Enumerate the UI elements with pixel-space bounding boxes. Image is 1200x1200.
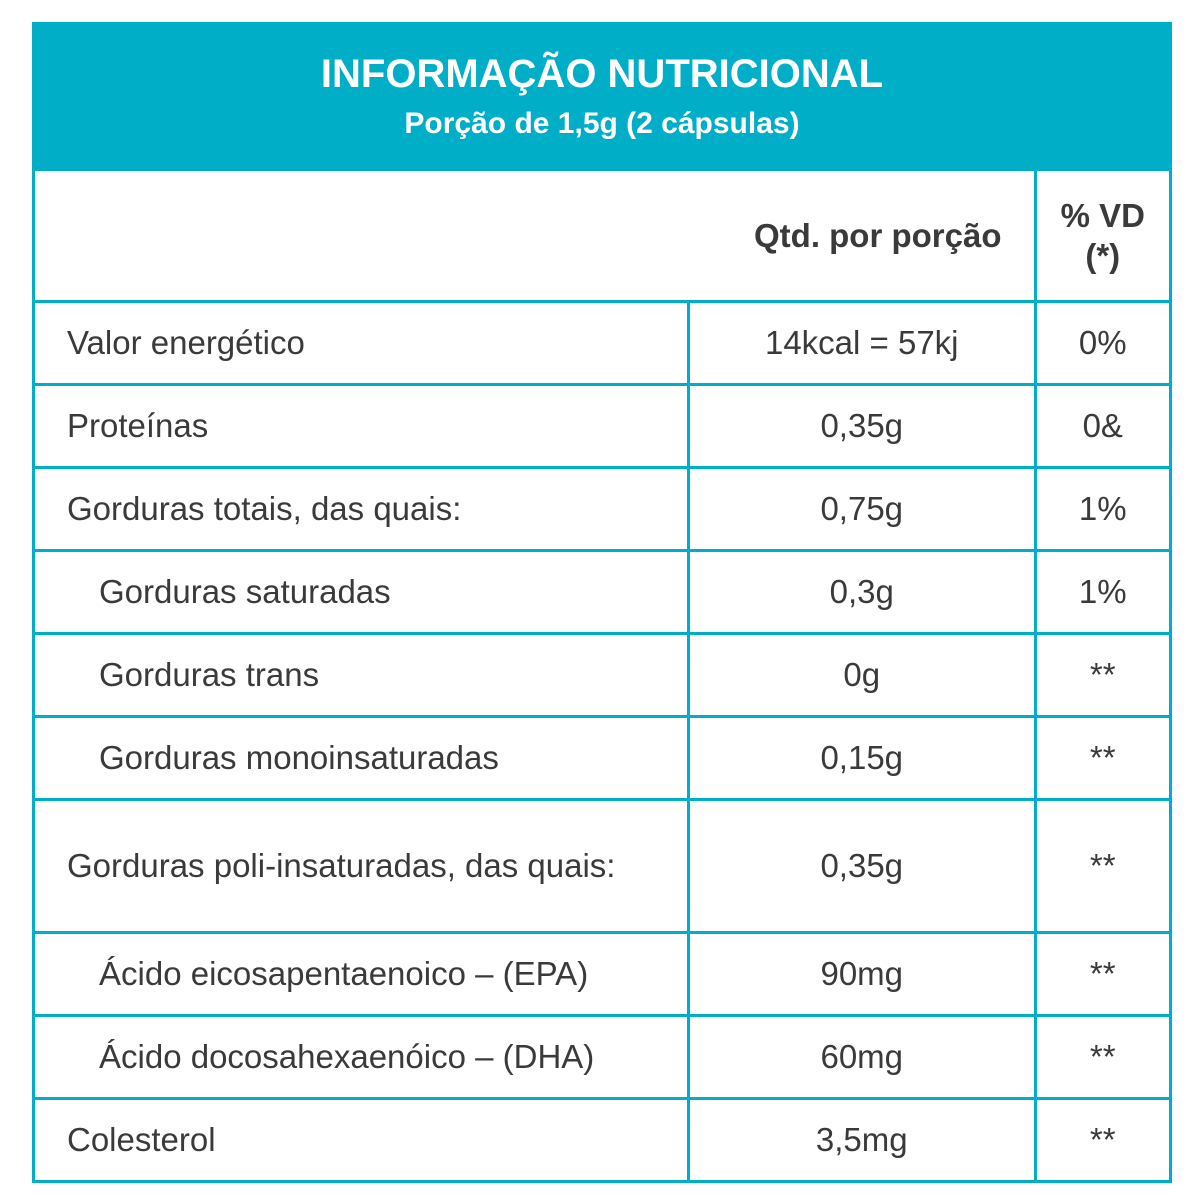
nutrient-vd: ** [1033,1014,1172,1100]
table-row: Valor energético 14kcal = 57kj 0% [32,300,1172,386]
nutrient-name: Proteínas [32,383,690,469]
nutrient-qty: 0,35g [687,383,1037,469]
table-header: INFORMAÇÃO NUTRICIONAL Porção de 1,5g (2… [32,22,1172,168]
nutrient-qty: 90mg [687,931,1037,1017]
header-blank [32,168,689,303]
table-title: INFORMAÇÃO NUTRICIONAL [320,52,884,96]
nutrient-qty: 0,15g [687,715,1037,801]
table-row: Ácido eicosapentaenoico – (EPA) 90mg ** [32,931,1172,1017]
table-row: Colesterol 3,5mg ** [32,1097,1172,1183]
nutrient-qty: 14kcal = 57kj [687,300,1037,386]
nutrient-qty: 0,3g [687,549,1037,635]
table-row: Gorduras totais, das quais: 0,75g 1% [32,466,1172,552]
header-vd-line2: (*) [1085,236,1121,274]
nutrient-qty: 3,5mg [687,1097,1037,1183]
table-row: Gorduras trans 0g ** [32,632,1172,718]
table-row: Ácido docosahexaenóico – (DHA) 60mg ** [32,1014,1172,1100]
nutrient-vd: 1% [1033,466,1172,552]
nutrient-vd: 0% [1033,300,1172,386]
nutrient-name: Gorduras saturadas [32,549,690,635]
nutrient-vd: ** [1033,931,1172,1017]
nutrient-vd: 1% [1033,549,1172,635]
nutrient-name: Gorduras totais, das quais: [32,466,690,552]
nutrient-name: Gorduras monoinsaturadas [32,715,690,801]
nutrient-vd: ** [1033,798,1172,934]
nutrient-qty: 0,35g [687,798,1037,934]
nutrition-grid: Qtd. por porção % VD (*) Valor energético… [32,168,1172,1183]
nutrient-vd: ** [1033,1097,1172,1183]
header-vd: % VD (*) [1033,168,1172,303]
nutrient-name: Valor energético [32,300,690,386]
nutrient-qty: 60mg [687,1014,1037,1100]
nutrient-vd: 0& [1033,383,1172,469]
nutrient-name: Gorduras trans [32,632,690,718]
nutrient-vd: ** [1033,715,1172,801]
nutrient-qty: 0g [687,632,1037,718]
header-vd-line1: % VD [1060,196,1145,234]
serving-size: Porção de 1,5g (2 cápsulas) [404,107,800,140]
table-row: Gorduras poli-insaturadas, das quais: 0,3… [32,798,1172,934]
nutrient-name: Gorduras poli-insaturadas, das quais: [32,798,690,934]
nutrient-vd: ** [1033,632,1172,718]
table-row: Proteínas 0,35g 0& [32,383,1172,469]
nutrition-table: INFORMAÇÃO NUTRICIONAL Porção de 1,5g (2… [32,22,1172,1183]
column-header-row: Qtd. por porção % VD (*) [32,168,1172,303]
nutrient-name: Ácido docosahexaenóico – (DHA) [32,1014,690,1100]
table-row: Gorduras monoinsaturadas 0,15g ** [32,715,1172,801]
nutrient-qty: 0,75g [687,466,1037,552]
header-qty: Qtd. por porção [688,168,1037,303]
table-row: Gorduras saturadas 0,3g 1% [32,549,1172,635]
nutrient-name: Ácido eicosapentaenoico – (EPA) [32,931,690,1017]
nutrient-name: Colesterol [32,1097,690,1183]
